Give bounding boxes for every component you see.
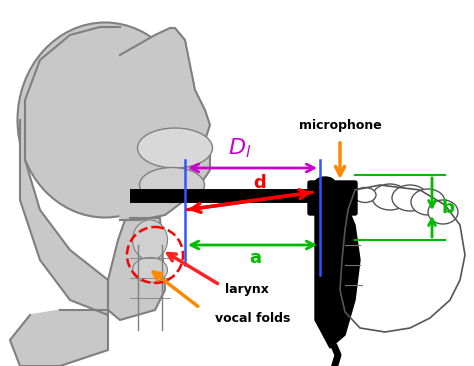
Text: microphone: microphone <box>299 119 382 131</box>
Polygon shape <box>108 218 165 320</box>
Text: b: b <box>442 199 455 217</box>
Text: d: d <box>254 174 266 192</box>
Ellipse shape <box>392 185 428 211</box>
FancyBboxPatch shape <box>308 181 357 215</box>
Ellipse shape <box>18 22 192 217</box>
Ellipse shape <box>428 200 458 224</box>
Ellipse shape <box>133 258 167 283</box>
Text: $D_l$: $D_l$ <box>228 136 252 160</box>
Ellipse shape <box>354 187 376 202</box>
Polygon shape <box>315 213 360 348</box>
Polygon shape <box>10 310 108 366</box>
Ellipse shape <box>315 177 335 189</box>
Polygon shape <box>340 185 465 332</box>
Polygon shape <box>120 28 210 220</box>
Text: a: a <box>249 249 261 267</box>
Ellipse shape <box>139 168 204 202</box>
Ellipse shape <box>133 220 167 260</box>
Polygon shape <box>20 27 120 315</box>
Text: larynx: larynx <box>225 284 269 296</box>
Ellipse shape <box>137 128 212 168</box>
Ellipse shape <box>411 189 445 215</box>
Text: vocal folds: vocal folds <box>215 311 291 325</box>
Ellipse shape <box>372 184 408 210</box>
